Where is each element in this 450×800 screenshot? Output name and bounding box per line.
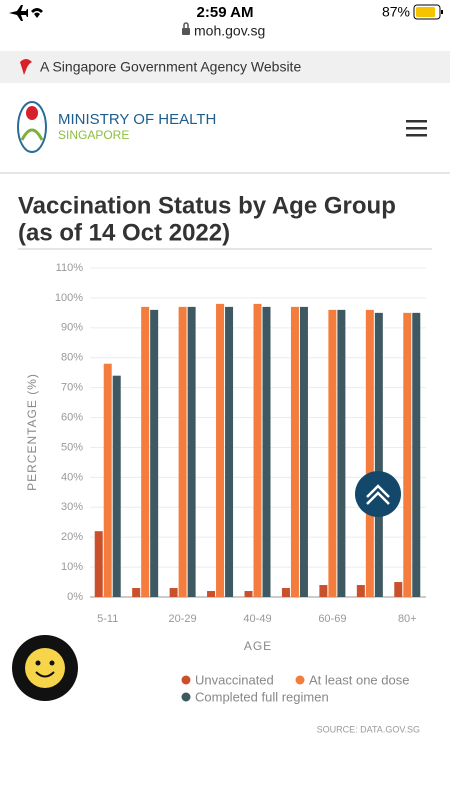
- battery-icon: [413, 4, 441, 20]
- wifi-icon: [31, 8, 43, 18]
- legend-marker: [181, 675, 191, 685]
- chart-title: Vaccination Status by Age Group: [18, 192, 396, 219]
- battery-fill: [416, 7, 435, 17]
- x-tick-label: 5-11: [97, 613, 118, 625]
- bar: [281, 588, 290, 597]
- bar: [207, 591, 216, 597]
- logo-leaf: [20, 128, 44, 141]
- smiley-face: [25, 648, 65, 688]
- chart: 0% 10% 20% 30% 40% 50% 60% 70% 80% 90% 100% 110% 5-1…: [55, 262, 426, 625]
- chart-title: (as of 14 Oct 2022): [18, 219, 230, 246]
- bar: [403, 312, 412, 597]
- moh-logo[interactable]: MINISTRY OF HEALTH SINGAPORE: [17, 101, 216, 153]
- bar: [319, 585, 328, 597]
- menu-button[interactable]: [406, 120, 427, 137]
- lock-shackle: [183, 22, 189, 28]
- url: moh.gov.sg: [194, 23, 265, 39]
- chevron-icon: [366, 484, 390, 505]
- source: SOURCE: DATA.GOV.SG: [317, 724, 420, 734]
- smiley-eye: [49, 660, 55, 666]
- logo-bud: [26, 106, 38, 120]
- y-tick-label: 50%: [61, 441, 83, 453]
- bar: [328, 309, 337, 597]
- y-tick-label: 30%: [61, 501, 83, 513]
- y-tick-label: 20%: [61, 531, 83, 543]
- x-tick-label: 80+: [398, 613, 417, 625]
- bar: [187, 306, 196, 597]
- bar: [262, 306, 271, 597]
- gov-banner: [0, 51, 450, 83]
- bar: [225, 306, 234, 597]
- y-tick-label: 0%: [67, 591, 83, 603]
- y-tick-label: 10%: [61, 561, 83, 573]
- bar: [141, 306, 150, 597]
- y-tick-label: 110%: [56, 262, 84, 274]
- scroll-top-button[interactable]: [355, 471, 401, 517]
- legend-label: Unvaccinated: [195, 672, 274, 687]
- time: 2:59 AM: [197, 4, 254, 21]
- bar: [216, 303, 225, 597]
- airplane-icon: [9, 5, 28, 21]
- bar: [150, 309, 159, 597]
- bar: [94, 531, 103, 597]
- bar: [299, 306, 308, 597]
- bar: [112, 375, 121, 597]
- country-name: SINGAPORE: [58, 128, 129, 142]
- battery-tip: [441, 10, 443, 14]
- menu-bar: [406, 134, 427, 137]
- legend-label: At least one dose: [309, 672, 409, 687]
- bar: [365, 309, 374, 597]
- x-tick-label: 40-49: [243, 613, 271, 625]
- x-tick-label: 60-69: [318, 613, 346, 625]
- bar: [374, 312, 383, 597]
- logo-frame: [17, 101, 47, 153]
- y-tick-label: 60%: [61, 411, 83, 423]
- smiley-eye: [35, 660, 41, 666]
- smiley-mouth: [35, 671, 55, 678]
- legend-marker: [181, 692, 191, 702]
- menu-bar: [406, 127, 427, 130]
- menu-bar: [406, 120, 427, 123]
- bar: [290, 306, 299, 597]
- y-tick-label: 80%: [61, 352, 83, 364]
- x-axis-label: AGE: [244, 639, 272, 653]
- banner-text: A Singapore Government Agency Website: [40, 59, 301, 75]
- bar: [178, 306, 187, 597]
- chat-bot-button[interactable]: [12, 635, 78, 701]
- x-tick-label: 20-29: [169, 613, 197, 625]
- lock-icon: [182, 28, 190, 35]
- legend: Unvaccinated At least one dose Completed f…: [181, 672, 409, 704]
- bar: [253, 303, 262, 597]
- legend-label: Completed full regimen: [195, 689, 329, 704]
- bar: [394, 582, 403, 597]
- lion-icon: [20, 59, 32, 75]
- y-tick-label: 70%: [61, 382, 83, 394]
- y-axis-label: PERCENTAGE (%): [25, 373, 39, 491]
- bar: [103, 363, 112, 597]
- bar: [356, 585, 365, 597]
- bar: [132, 588, 141, 597]
- bar: [169, 588, 178, 597]
- ministry-name: MINISTRY OF HEALTH: [58, 111, 216, 128]
- status-bar: 2:59 AM moh.gov.sg 87%: [9, 4, 443, 39]
- battery-text: 87%: [382, 4, 410, 20]
- bar: [412, 312, 421, 597]
- legend-marker: [295, 675, 305, 685]
- y-tick-label: 90%: [61, 322, 83, 334]
- y-tick-label: 100%: [55, 292, 83, 304]
- bar: [337, 309, 346, 597]
- y-tick-label: 40%: [61, 471, 83, 483]
- bar: [244, 591, 253, 597]
